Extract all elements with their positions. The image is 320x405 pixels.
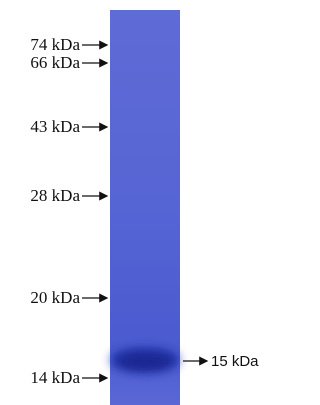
marker-label: 20 kDa: [30, 288, 80, 307]
gel-lane: [110, 10, 180, 405]
marker-label: 43 kDa: [30, 117, 80, 136]
marker-label: 66 kDa: [30, 53, 80, 72]
protein-band-core: [119, 355, 171, 369]
band-label: 15 kDa: [211, 353, 259, 370]
marker-label: 28 kDa: [30, 186, 80, 205]
marker-label: 14 kDa: [30, 368, 80, 387]
marker-label: 74 kDa: [30, 35, 80, 54]
